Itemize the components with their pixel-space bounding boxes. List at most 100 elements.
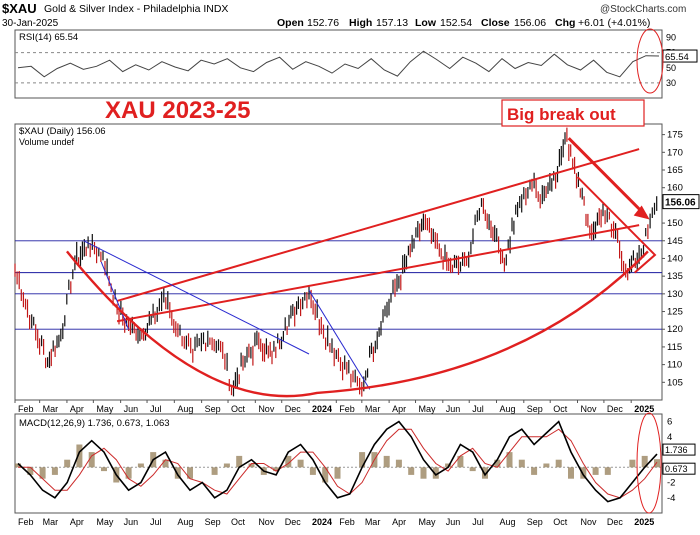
- price-tick-label: 145: [667, 236, 683, 247]
- price-tick-label: 165: [667, 165, 683, 176]
- breakout-box: [501, 99, 645, 127]
- close-value: 156.06: [514, 17, 546, 29]
- macd-histogram-bar: [531, 467, 538, 475]
- macd-last-value: 1.736: [665, 445, 688, 455]
- wedge-lines: [576, 176, 657, 274]
- month-axis-label-bottom: Dec: [285, 517, 302, 527]
- macd-line: [17, 420, 658, 503]
- month-axis-label-bottom: Nov: [258, 517, 275, 527]
- macd-tick-label: 6: [667, 417, 672, 428]
- month-axis-label-bottom: Jul: [472, 517, 484, 527]
- chg-value: +6.01 (+4.01%): [578, 17, 650, 29]
- macd-histogram-bar: [408, 467, 415, 475]
- price-label: $XAU (Daily) 156.06: [19, 126, 106, 137]
- macd-histogram-bar: [137, 463, 144, 468]
- high-value: 157.13: [376, 17, 408, 29]
- month-axis-label: Aug: [177, 404, 193, 414]
- rsi-tick-label: 50: [666, 63, 676, 73]
- macd-last-value-box: [662, 443, 696, 456]
- macd-histogram-bar: [211, 467, 218, 475]
- macd-histogram-bar: [641, 455, 648, 468]
- month-axis-label-bottom: Mar: [43, 517, 59, 527]
- month-axis-label: 2024: [312, 404, 332, 414]
- month-axis-label: Sep: [527, 404, 543, 414]
- price-tick-label: 110: [667, 360, 682, 371]
- month-axis-label-bottom: Aug: [500, 517, 516, 527]
- channel-lower-line: [116, 224, 640, 323]
- month-axis-label: May: [419, 404, 437, 414]
- month-axis-label-bottom: Dec: [607, 517, 624, 527]
- macd-histogram-bar: [555, 459, 562, 468]
- date: 30-Jan-2025: [2, 18, 59, 29]
- macd-histogram-bar: [248, 463, 255, 468]
- month-axis-label-bottom: Sep: [527, 517, 543, 527]
- cup-arc: [66, 250, 649, 398]
- macd-histogram-bar: [27, 467, 34, 475]
- month-axis-label-bottom: May: [419, 517, 437, 527]
- macd-histogram-bar: [568, 467, 574, 479]
- macd-histogram-bar: [334, 467, 341, 479]
- month-axis-label: Jun: [446, 404, 461, 414]
- month-axis-label: Feb: [339, 404, 355, 414]
- macd-histogram-bar: [51, 467, 58, 475]
- index-name: Gold & Silver Index - Philadelphia INDX: [44, 3, 228, 15]
- macd-histogram-bar: [125, 467, 132, 479]
- macd-histogram-bar: [101, 467, 107, 472]
- month-axis-label: Nov: [258, 404, 275, 414]
- breakout-arrow-shaft: [567, 137, 648, 218]
- month-axis-label: Apr: [70, 404, 84, 414]
- low-value: 152.54: [440, 17, 472, 29]
- macd-histogram-bar: [592, 467, 599, 475]
- breakout-annotation: Big break out: [507, 105, 616, 124]
- month-axis-label-bottom: Jun: [446, 517, 461, 527]
- open-value: 152.76: [307, 17, 339, 29]
- price-last-value-box: [662, 194, 700, 210]
- price-tick-label: 175: [667, 130, 683, 141]
- month-axis-label: Dec: [607, 404, 624, 414]
- month-axis-label: Mar: [365, 404, 381, 414]
- month-axis-label-bottom: Apr: [392, 517, 406, 527]
- price-tick-label: 140: [667, 253, 683, 264]
- month-axis-label-bottom: May: [96, 517, 114, 527]
- month-axis-label-bottom: Feb: [18, 517, 34, 527]
- macd-histogram-bar: [359, 452, 366, 468]
- close-label: Close: [481, 17, 510, 29]
- month-axis-label-bottom: Oct: [231, 517, 246, 527]
- month-axis-label-bottom: Feb: [339, 517, 355, 527]
- descending-trend-line: [308, 290, 371, 390]
- month-axis-label: Mar: [43, 404, 59, 414]
- macd-histogram-bar: [187, 467, 193, 479]
- descending-trend-line: [83, 240, 310, 355]
- price-layer: 1751701651601551501451401351301251201151…: [14, 127, 700, 527]
- macd-histogram-bar: [543, 463, 550, 468]
- descending-trend-line: [100, 261, 130, 330]
- price-tick-label: 125: [667, 307, 683, 318]
- month-axis-label-bottom: Jul: [150, 517, 162, 527]
- rsi-tick-label: 30: [666, 78, 676, 88]
- rsi-panel-frame: [14, 29, 663, 99]
- signal-last-value-box: [662, 462, 696, 475]
- low-label: Low: [415, 17, 437, 29]
- rsi-line: [17, 50, 660, 78]
- macd-histogram-bar: [162, 459, 169, 468]
- macd-histogram-bar: [482, 467, 488, 479]
- month-axis-label-bottom: Mar: [365, 517, 381, 527]
- macd-histogram-bar: [395, 459, 402, 468]
- chg-label: Chg: [555, 17, 575, 29]
- month-axis-label-bottom: 2025: [634, 517, 654, 527]
- channel-upper-line: [116, 148, 640, 302]
- price-tick-label: 120: [667, 324, 683, 335]
- macd-histogram-bar: [654, 459, 660, 468]
- price-tick-label: 150: [667, 218, 683, 229]
- month-axis-label: Sep: [205, 404, 221, 414]
- macd-label: MACD(12,26,9) 1.736, 0.673, 1.063: [19, 418, 170, 429]
- macd-histogram-bar: [236, 455, 243, 468]
- macd-histogram-bar: [88, 452, 95, 468]
- price-last-value: 156.06: [665, 198, 696, 209]
- month-axis-label: Oct: [553, 404, 568, 414]
- macd-histogram-bar: [322, 467, 329, 483]
- price-tick-label: 170: [667, 147, 683, 158]
